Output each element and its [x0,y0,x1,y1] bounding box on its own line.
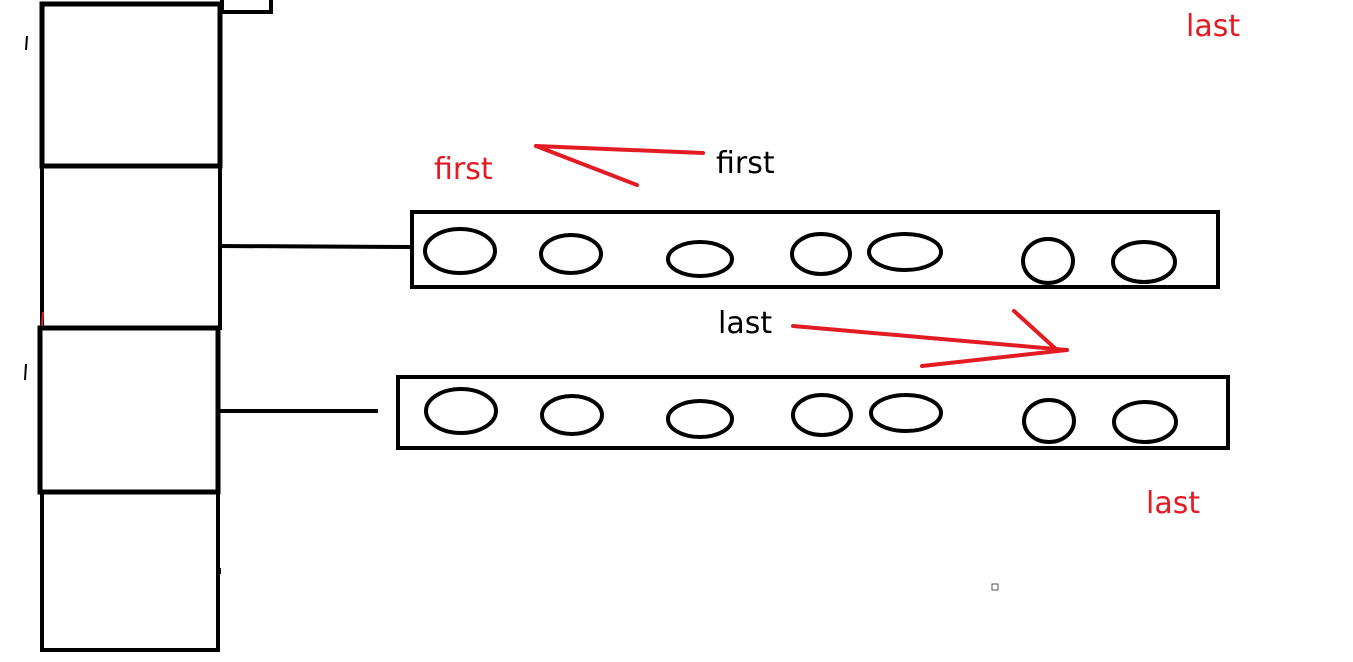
tick-mark [24,363,27,381]
list-node [666,399,734,439]
list-node [539,233,603,275]
label-last-middle: last [718,306,773,341]
list-node [666,240,734,278]
list-node [869,393,943,433]
list-node [1111,240,1177,284]
bucket-box-1 [39,1,223,169]
list-node [791,393,853,437]
label-last-top-right: last [1186,9,1241,44]
label-last-bottom-right: last [1146,486,1201,521]
list-node [790,232,852,276]
last-arrow [791,309,1069,368]
bucket-box-3 [37,325,221,495]
tick-mark [25,35,28,51]
list-container-1 [410,210,1220,289]
list-node [424,387,498,435]
label-first-black: first [716,146,775,181]
small-square-marker [991,583,999,591]
list-node [423,227,497,275]
list-node [1021,237,1075,285]
top-stub-bracket [220,0,273,14]
list-container-2 [396,375,1230,450]
list-node [540,394,604,436]
first-arrow [534,144,705,187]
list-node [867,232,943,272]
list-node [1112,400,1178,444]
label-first-red: first [434,152,493,187]
tick-mark [218,304,221,323]
bucket-box-4 [40,490,220,652]
tick-mark-red [41,311,44,327]
bucket-box-2 [40,164,222,330]
bucket-pointer-line-1 [217,244,413,249]
list-node [1022,398,1076,444]
